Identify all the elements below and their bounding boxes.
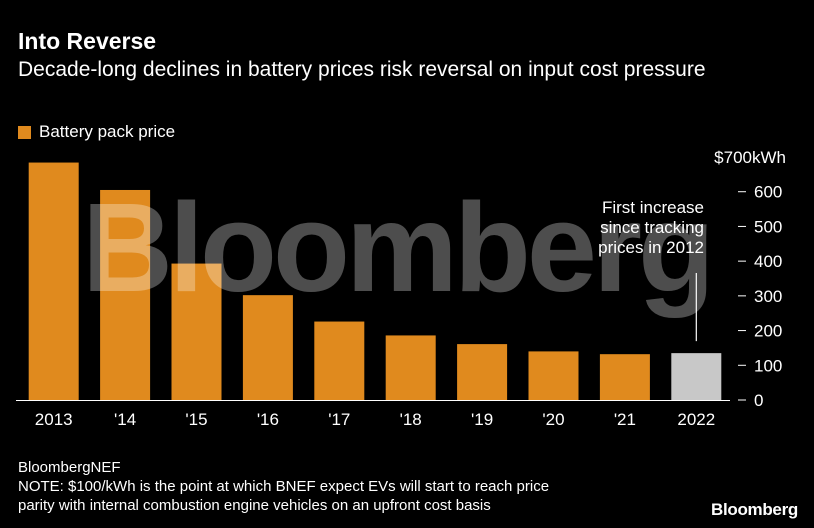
- x-tick-label-8: '21: [614, 410, 636, 429]
- source-text: BloombergNEF: [18, 459, 121, 476]
- note-line-1: NOTE: $100/kWh is the point at which BNE…: [18, 478, 550, 495]
- chart-subtitle: Decade-long declines in battery prices r…: [18, 58, 706, 81]
- bloomberg-logo: Bloomberg: [710, 500, 798, 519]
- annotation-line-0: First increase: [602, 198, 704, 217]
- bar-2: [171, 263, 222, 400]
- x-tick-label-7: '20: [542, 410, 564, 429]
- y-tick-label-6: 600: [754, 183, 782, 202]
- bar-3: [242, 295, 293, 400]
- legend-swatch: [18, 125, 31, 139]
- y-tick-label-1: 100: [754, 356, 782, 375]
- bar-5: [385, 335, 436, 400]
- y-tick-label-7: $700kWh: [714, 148, 786, 167]
- bar-0: [28, 162, 79, 400]
- bar-8: [599, 354, 650, 400]
- x-tick-label-5: '18: [400, 410, 422, 429]
- bar-6: [457, 344, 508, 400]
- annotation-line-1: since tracking: [600, 218, 704, 237]
- legend-label: Battery pack price: [39, 122, 176, 141]
- bar-7: [528, 351, 579, 400]
- y-tick-label-2: 200: [754, 322, 782, 341]
- x-tick-label-3: '16: [257, 410, 279, 429]
- note-line-2: parity with internal combustion engine v…: [18, 497, 491, 514]
- y-tick-label-0: 0: [754, 391, 763, 410]
- bar-1: [100, 189, 151, 400]
- y-tick-label-5: 500: [754, 217, 782, 236]
- x-tick-label-2: '15: [185, 410, 207, 429]
- chart-title: Into Reverse: [18, 28, 157, 54]
- bar-9: [671, 353, 722, 400]
- y-tick-label-3: 300: [754, 287, 782, 306]
- x-tick-label-0: 2013: [35, 410, 73, 429]
- x-tick-label-1: '14: [114, 410, 136, 429]
- bar-4: [314, 321, 365, 400]
- y-tick-label-4: 400: [754, 252, 782, 271]
- x-tick-label-4: '17: [328, 410, 350, 429]
- x-tick-label-9: 2022: [677, 410, 715, 429]
- annotation-line-2: prices in 2012: [598, 238, 704, 257]
- legend: Battery pack price: [18, 122, 175, 142]
- footer: BloombergNEF NOTE: $100/kWh is the point…: [18, 458, 658, 515]
- bar-chart: 2013 '14 '15 '16 '17 '18 '19 '20 '21 2022 0 100 200 3…: [16, 148, 786, 429]
- x-tick-label-6: '19: [471, 410, 493, 429]
